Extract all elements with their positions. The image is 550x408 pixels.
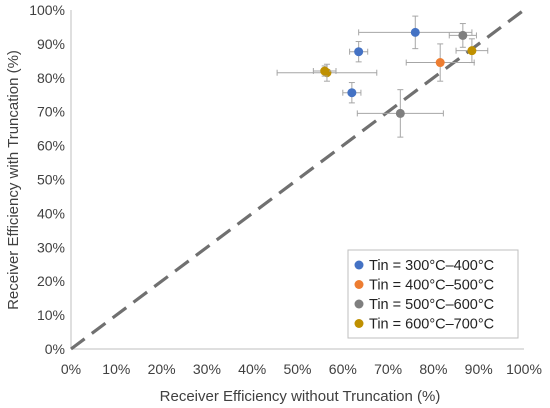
axes	[70, 10, 524, 350]
legend-marker	[354, 319, 364, 328]
x-axis-title: Receiver Efficiency without Truncation (…	[160, 388, 441, 405]
legend-marker	[354, 260, 364, 270]
legend-label: Tin = 400°C–500°C	[369, 278, 494, 294]
legend-label: Tin = 500°C–600°C	[369, 297, 494, 313]
data-point	[320, 66, 330, 76]
y-tick-label: 50%	[37, 172, 65, 188]
y-axis-title: Receiver Efficiency with Truncation (%)	[5, 50, 22, 310]
y-tick-labels: 0% 10% 20% 30% 40% 50% 60% 70% 80% 90% 100%	[29, 2, 65, 357]
x-tick-label: 20%	[148, 361, 176, 377]
data-point	[435, 58, 445, 68]
data-series	[276, 15, 489, 138]
y-tick-label: 10%	[37, 307, 65, 323]
y-tick-label: 80%	[37, 70, 65, 86]
x-tick-label: 10%	[102, 361, 130, 377]
reference-diagonal-line	[70, 8, 525, 351]
data-point	[347, 88, 357, 98]
x-tick-labels: 0% 10% 20% 30% 40% 50% 60% 70% 80% 90% 100%	[61, 361, 542, 377]
data-point	[458, 30, 468, 40]
y-tick-label: 20%	[37, 273, 65, 289]
x-tick-label: 80%	[419, 361, 447, 377]
data-point	[395, 108, 405, 118]
y-tick-label: 70%	[37, 104, 65, 120]
legend: Tin = 300°C–400°C Tin = 400°C–500°C Tin = …	[347, 249, 519, 339]
x-tick-label: 90%	[465, 361, 493, 377]
y-tick-label: 0%	[45, 341, 65, 357]
y-tick-label: 40%	[37, 205, 65, 221]
y-tick-label: 100%	[29, 2, 65, 18]
legend-marker	[354, 299, 364, 309]
series-4	[276, 38, 489, 82]
y-tick-label: 30%	[37, 239, 65, 255]
y-tick-label: 90%	[37, 36, 65, 52]
legend-label: Tin = 600°C–700°C	[369, 317, 494, 333]
data-point	[410, 27, 420, 37]
y-tick-label: 60%	[37, 138, 65, 154]
x-tick-label: 50%	[283, 361, 311, 377]
x-tick-label: 60%	[329, 361, 357, 377]
x-tick-label: 100%	[506, 361, 542, 377]
legend-label: Tin = 300°C–400°C	[369, 258, 494, 274]
data-point	[354, 47, 364, 57]
legend-items: Tin = 300°C–400°C Tin = 400°C–500°C Tin = …	[354, 258, 494, 333]
series-2	[405, 43, 475, 82]
data-point	[467, 46, 477, 56]
x-tick-label: 30%	[193, 361, 221, 377]
series-3	[356, 23, 477, 138]
x-tick-label: 40%	[238, 361, 266, 377]
legend-marker	[354, 280, 364, 289]
legend-box	[347, 249, 519, 339]
x-tick-label: 70%	[374, 361, 402, 377]
x-tick-label: 0%	[61, 361, 81, 377]
series-1	[342, 15, 473, 104]
